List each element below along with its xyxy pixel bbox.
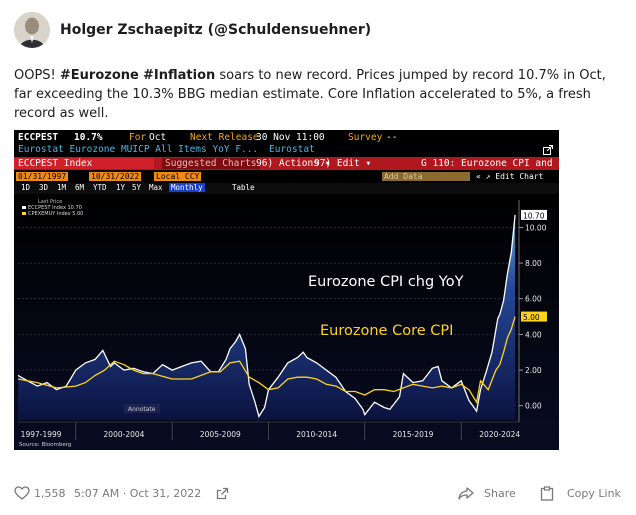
for-label: For bbox=[129, 132, 147, 143]
series-description: Eurostat Eurozone MUICP All Items YoY F.… bbox=[18, 144, 259, 155]
cpi-chart: 10.00 8.00 6.00 4.00 2.00 0.00 1997-1999 2000-… bbox=[14, 194, 559, 450]
y-tick-label: 8.00 bbox=[525, 259, 542, 268]
y-tick-label: 6.00 bbox=[525, 295, 542, 304]
hashtag-inflation[interactable]: #Inflation bbox=[143, 68, 216, 83]
end-date-field[interactable]: 10/31/2022 bbox=[89, 172, 142, 181]
terminal-period-row: 1D 3D 1M 6M YTD 1Y 5Y Max Monthly Table bbox=[14, 183, 559, 194]
like-count: 1,558 bbox=[34, 486, 66, 500]
copy-link-button[interactable]: Copy Link bbox=[540, 485, 621, 501]
terminal-quote-row: ECCPEST 10.7% For Oct Next Release 30 No… bbox=[14, 132, 559, 144]
edit-menu[interactable]: 97) Edit ▾ bbox=[314, 158, 372, 169]
suggested-charts-button[interactable]: Suggested Charts bbox=[162, 158, 260, 169]
post-text-intro: OOPS! bbox=[14, 68, 60, 83]
last-price-labels: 10.70 5.00 bbox=[521, 209, 547, 322]
period-6m[interactable]: 6M bbox=[75, 183, 85, 192]
legend-entry-cpi: ECCPEST Index 10.70 bbox=[28, 205, 82, 211]
legend-title: Last Price bbox=[38, 199, 62, 205]
x-tick-label: 1997-1999 bbox=[21, 430, 62, 439]
external-link-icon[interactable] bbox=[216, 487, 229, 500]
x-tick-label: 2000-2004 bbox=[104, 430, 145, 439]
y-tick-label: 0.00 bbox=[525, 402, 542, 411]
survey-label: Survey bbox=[348, 132, 383, 143]
edit-chart-button[interactable]: « ↗ Edit Chart bbox=[476, 172, 544, 181]
frequency-select[interactable]: Monthly bbox=[169, 183, 205, 192]
popout-icon[interactable] bbox=[543, 145, 553, 155]
terminal-date-row: 01/31/1997 10/31/2022 Local CCY Add Data… bbox=[14, 172, 559, 184]
currency-select[interactable]: Local CCY bbox=[154, 172, 202, 181]
x-tick-label: 2020-2024 bbox=[479, 430, 520, 439]
annotation-core-cpi: Eurozone Core CPI bbox=[320, 323, 453, 339]
annotate-button[interactable]: Annotate bbox=[124, 404, 160, 413]
post-header: Holger Zschaepitz (@Schuldensuehner) bbox=[14, 12, 371, 48]
share-arrow-icon bbox=[458, 486, 474, 500]
heart-icon bbox=[14, 486, 30, 500]
last-value-core-box bbox=[521, 311, 547, 322]
chart-legend: Last Price ECCPEST Index 10.70 CPEXEMUY … bbox=[19, 198, 91, 220]
legend-entry-core: CPEXEMUY Index 5.00 bbox=[28, 211, 83, 217]
ticker: ECCPEST bbox=[18, 132, 59, 143]
y-axis: 10.00 8.00 6.00 4.00 2.00 0.00 bbox=[518, 200, 547, 422]
period-3d[interactable]: 3D bbox=[39, 183, 49, 192]
cpi-area bbox=[18, 214, 516, 420]
ticker-value: 10.7% bbox=[74, 132, 103, 143]
avatar[interactable] bbox=[14, 12, 50, 48]
author-name[interactable]: Holger Zschaepitz (@Schuldensuehner) bbox=[60, 22, 372, 38]
period-max[interactable]: Max bbox=[149, 183, 163, 192]
legend-swatch-core bbox=[22, 212, 26, 215]
last-value-cpi: 10.70 bbox=[523, 211, 545, 220]
annotation-cpi: Eurozone CPI chg YoY bbox=[308, 274, 464, 290]
period-ytd[interactable]: YTD bbox=[93, 183, 107, 192]
table-button[interactable]: Table bbox=[232, 183, 255, 192]
x-axis: 1997-1999 2000-2004 2005-2009 2010-2014 2015… bbox=[18, 421, 520, 439]
x-tick-label: 2015-2019 bbox=[393, 430, 434, 439]
y-tick-label: 2.00 bbox=[525, 366, 542, 375]
share-button[interactable]: Share bbox=[458, 487, 516, 500]
post-timestamp[interactable]: 5:07 AM · Oct 31, 2022 bbox=[74, 486, 202, 500]
last-value-core: 5.00 bbox=[523, 313, 540, 322]
data-source: Eurostat bbox=[269, 144, 315, 155]
annotate-label: Annotate bbox=[128, 406, 156, 413]
actions-menu[interactable]: 96) Actions ▾ bbox=[256, 158, 331, 169]
post-text-body: soars to new record. Prices jumped by re… bbox=[14, 68, 606, 121]
y-tick-label: 10.00 bbox=[525, 223, 547, 232]
add-data-field[interactable]: Add Data bbox=[382, 172, 470, 181]
clipboard-icon bbox=[540, 485, 554, 501]
terminal-desc-row: Eurostat Eurozone MUICP All Items YoY F.… bbox=[14, 144, 559, 156]
period-5y[interactable]: 5Y bbox=[132, 183, 142, 192]
source-note: Source: Bloomberg bbox=[19, 442, 71, 448]
period-1m[interactable]: 1M bbox=[57, 183, 67, 192]
period-1d[interactable]: 1D bbox=[21, 183, 31, 192]
copy-link-label: Copy Link bbox=[567, 486, 621, 500]
last-value-cpi-box bbox=[521, 209, 547, 220]
terminal-command-bar: ECCPEST Index Suggested Charts 96) Actio… bbox=[14, 157, 559, 170]
y-tick-label: 4.00 bbox=[525, 330, 542, 339]
post-text: OOPS! #Eurozone #Inflation soars to new … bbox=[14, 66, 620, 123]
start-date-field[interactable]: 01/31/1997 bbox=[16, 172, 69, 181]
core-cpi-line bbox=[17, 316, 516, 404]
cpi-line bbox=[17, 214, 516, 418]
period-1y[interactable]: 1Y bbox=[116, 183, 126, 192]
release-label: Next Release bbox=[190, 132, 259, 143]
release-date: 30 Nov 11:00 bbox=[256, 132, 325, 143]
survey-value: -- bbox=[386, 132, 398, 143]
share-label: Share bbox=[484, 486, 516, 500]
index-name[interactable]: ECCPEST Index bbox=[14, 158, 154, 169]
x-tick-label: 2010-2014 bbox=[296, 430, 337, 439]
bloomberg-chart-image: ECCPEST 10.7% For Oct Next Release 30 No… bbox=[14, 130, 559, 450]
chart-id: G 110: Eurozone CPI and core bbox=[421, 158, 559, 169]
for-month: Oct bbox=[149, 132, 167, 143]
x-tick-label: 2005-2009 bbox=[200, 430, 241, 439]
like-button[interactable]: 1,558 bbox=[14, 486, 66, 500]
post-footer: 1,558 5:07 AM · Oct 31, 2022 Share Copy … bbox=[14, 483, 624, 503]
hashtag-eurozone[interactable]: #Eurozone bbox=[59, 68, 139, 83]
legend-swatch-cpi bbox=[22, 206, 26, 209]
